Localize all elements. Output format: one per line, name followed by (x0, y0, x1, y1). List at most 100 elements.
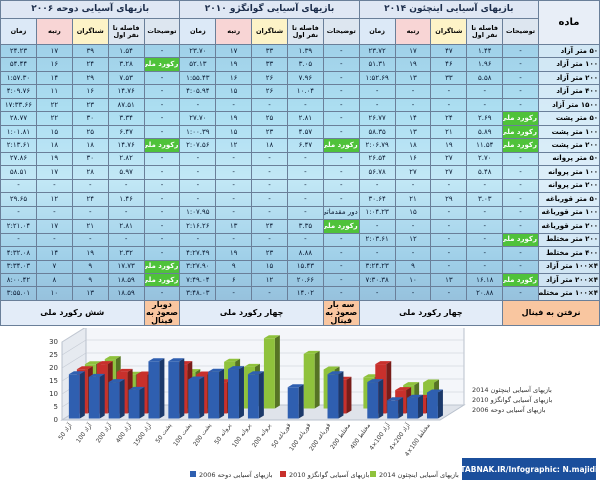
cell: ۴۷ (430, 43, 468, 59)
cell: ۱۹ (71, 246, 109, 261)
cell: - (430, 286, 468, 301)
bar-top (228, 366, 244, 370)
cell: ۱۲ (215, 138, 253, 153)
cell: - (35, 232, 73, 248)
event-name: ۲۰۰ متر پروانه (538, 178, 600, 194)
data-row: ۴×۱۰۰ متر آزاد - - -۹ ۳:۲۴.۲۳-۱۵.۴۳ ۱۵ ۹ ۳:۲۷.۹… (0, 259, 600, 274)
cell: ۳:۴۸.۰۳ (179, 286, 217, 301)
cell: ۱۲ (35, 192, 73, 207)
cell: ۱۱.۵۴ (466, 138, 504, 153)
cell: ۳۰ (71, 111, 109, 126)
cell: ۲۴.۲۳ (0, 43, 37, 59)
bar (327, 374, 339, 419)
cell: - (322, 192, 360, 207)
y-tick-label: 15 (49, 377, 58, 385)
cell: ۱:۵۵.۴۳ (179, 70, 217, 86)
cell: - (286, 151, 324, 167)
cell: - (394, 178, 432, 194)
cell: - (0, 205, 37, 221)
cell: - (502, 219, 539, 234)
bar (148, 361, 160, 419)
cell: ۲۷ (430, 165, 468, 180)
cell: - (502, 97, 539, 113)
cell: ۶.۴۷ (107, 124, 145, 140)
cell: ۲.۸۲ (107, 151, 145, 167)
cell: ۳.۳۴ (107, 111, 145, 126)
bar-top (387, 397, 404, 401)
cell: - (358, 84, 396, 99)
cell: ۱۲ (394, 232, 432, 248)
cell: ۹ (215, 259, 253, 274)
cell: - (502, 57, 539, 72)
footer-note: چهار رکورد ملی (179, 300, 324, 326)
cell: ۱۵ (251, 259, 288, 274)
event-name: ۵۰ متر پروانه (538, 151, 600, 167)
bar-side (274, 335, 280, 409)
cell: - (322, 84, 360, 99)
y-tick-label: 10 (49, 390, 58, 398)
cell: - (466, 246, 504, 261)
cell: ۲۳ (71, 97, 109, 113)
cell: ۱۹ (35, 151, 73, 167)
column-header: توضیحات (143, 18, 181, 45)
cell: - (358, 286, 396, 301)
cell: - (179, 232, 217, 248)
cell: ۷.۵۳ (107, 70, 145, 86)
x-tick-label: 400 آزاد (113, 421, 133, 445)
event-name: ۵۰ متر آزاد (538, 43, 600, 59)
column-header: توضیحات (502, 18, 539, 45)
group-title: بازیهای آسیایی دوحه ۲۰۰۶ (0, 0, 181, 19)
grid-line (61, 339, 87, 356)
cell: ۲۹.۶۵ (0, 192, 37, 207)
cell: ۲۳ (251, 246, 288, 261)
data-row: ۵۰ متر پروانه -۲.۷۰ ۲۷ ۱۶ ۲۶.۵۴- - - - - -۲.۸۲ ۳۰ ۱… (0, 151, 600, 167)
cell: ۱۹ (430, 138, 468, 153)
cell: - (107, 205, 145, 221)
cell: ۲.۳۲ (107, 246, 145, 261)
bar-side (79, 371, 85, 419)
bar-top (303, 350, 320, 354)
cell: ۱۳ (430, 272, 468, 288)
bar (168, 361, 180, 419)
cell: ۱۵.۴۳ (286, 259, 324, 274)
event-name: ۱۰۰ متر قورباغه (538, 205, 600, 221)
cell: ۳۳ (251, 57, 288, 72)
bar-top (323, 366, 340, 370)
bar-side (179, 358, 185, 419)
data-row: ۵۰ متر پشت رکورد ملی ۲.۶۹ ۲۴ ۱۴ ۲۶.۷۷-۲.۸۱ ۲۵ ۱… (0, 111, 600, 126)
cell: ۱۵ (35, 124, 73, 140)
cell: ۱۳ (71, 286, 109, 301)
bar-side (418, 394, 424, 419)
data-row: ۴×۲۰۰ متر آزاد رکورد ملی ۱۶.۱۸ ۱۳ ۱۰ ۷:۳۰.۳۸-… (0, 272, 600, 288)
cell: - (322, 70, 360, 86)
cell: - (394, 97, 432, 113)
cell: - (502, 286, 539, 301)
cell: ۱:۰۰.۳۹ (179, 124, 217, 140)
cell: ۲۲ (35, 111, 73, 126)
cell: ۱۰ (394, 272, 432, 288)
cell: - (143, 219, 181, 234)
cell: ۱۴ (35, 246, 73, 261)
grid-line (61, 328, 85, 343)
bar-top (128, 386, 145, 390)
cell: - (251, 286, 288, 301)
cell: ۲۷.۸۶ (0, 151, 37, 167)
bar (426, 392, 438, 419)
data-row: ۱۰۰ متر پشت رکورد ملی ۵.۸۹ ۲۱ ۱۳ ۵۸.۳۵-۴.۵۷ ۲۳… (0, 124, 600, 140)
cell: ۲.۸۱ (107, 219, 145, 234)
bar-side (159, 358, 165, 419)
cell: ۱.۳۹ (286, 43, 324, 59)
y-tick-label: 25 (49, 351, 58, 359)
column-header: شناگران (71, 18, 109, 45)
cell: ۱۸.۵۹ (107, 286, 145, 301)
cell: ۱۲ (251, 272, 288, 288)
cell: ۷:۴۹.۰۴ (179, 272, 217, 288)
event-name: ۲۰۰ متر پشت (538, 138, 600, 153)
cell: ۲:۰۶.۷۹ (358, 138, 396, 153)
cell: ۱.۵۴ (107, 43, 145, 59)
cell: - (71, 232, 109, 248)
cell: - (430, 232, 468, 248)
data-row: ۱۵۰۰ متر آزاد - - - - - - - - - - -۸۷.۵۱ ۲۳ ۲۲ ۱۷:۳۳.۶… (0, 97, 600, 113)
